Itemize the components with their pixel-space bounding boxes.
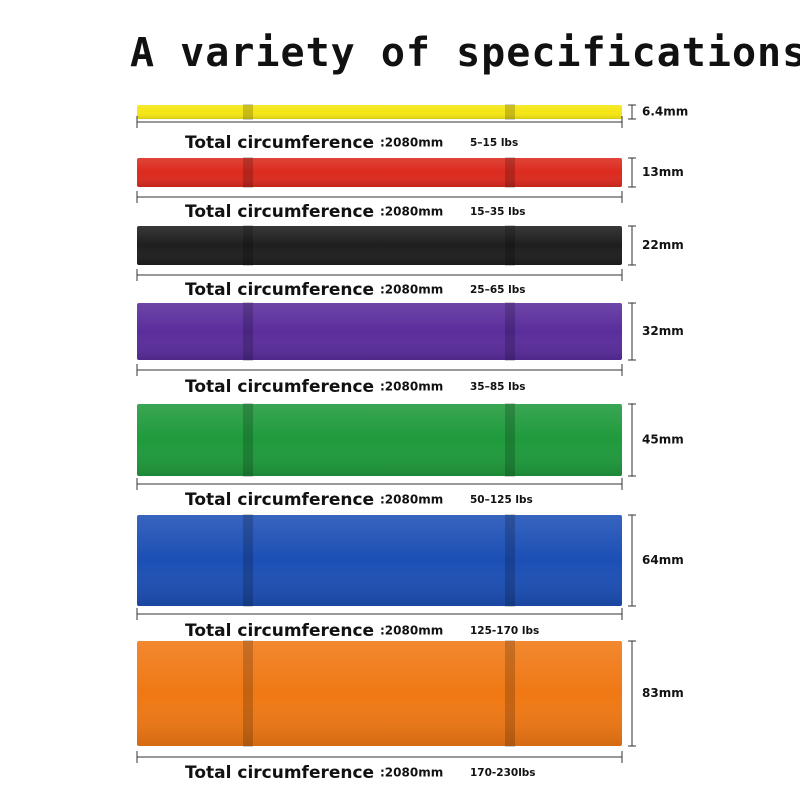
band-seam [243,514,253,607]
band-seam [243,640,253,747]
thickness: 45mm [642,433,684,447]
length: :2080mm [380,136,443,150]
length: :2080mm [380,380,443,394]
circumference-label: Total circumference [185,280,374,300]
band-seam [505,403,515,477]
band-shade [137,515,622,606]
length: :2080mm [380,493,443,507]
resistance: 25–65 lbs [470,284,526,296]
band-seam [243,403,253,477]
length: :2080mm [380,205,443,219]
band-shade [137,303,622,360]
resistance: 15–35 lbs [470,206,526,218]
resistance: 125-170 lbs [470,625,539,637]
band-shade [137,158,622,187]
thickness: 13mm [642,165,684,179]
resistance: 170-230lbs [470,767,536,779]
resistance: 5–15 lbs [470,137,518,149]
resistance: 50–125 lbs [470,494,533,506]
thickness: 83mm [642,686,684,700]
band-seam [243,157,253,188]
circumference-label: Total circumference [185,202,374,222]
band-seam [505,157,515,188]
thickness: 32mm [642,324,684,338]
length: :2080mm [380,283,443,297]
band-shade [137,641,622,746]
band-seam [243,104,253,120]
thickness: 22mm [642,238,684,252]
circumference-label: Total circumference [185,490,374,510]
length: :2080mm [380,624,443,638]
band-shade [137,226,622,265]
band-seam [505,302,515,361]
band-seam [505,640,515,747]
band-seam [243,302,253,361]
thickness: 6.4mm [642,105,688,119]
band-shade [137,404,622,476]
thickness: 64mm [642,553,684,567]
title: A variety of specifications [130,30,800,76]
band-seam [243,225,253,266]
circumference-label: Total circumference [185,763,374,783]
circumference-label: Total circumference [185,377,374,397]
band-shade [137,105,622,119]
resistance: 35–85 lbs [470,381,526,393]
band-seam [505,104,515,120]
band-seam [505,514,515,607]
length: :2080mm [380,766,443,780]
band-seam [505,225,515,266]
circumference-label: Total circumference [185,133,374,153]
circumference-label: Total circumference [185,621,374,641]
